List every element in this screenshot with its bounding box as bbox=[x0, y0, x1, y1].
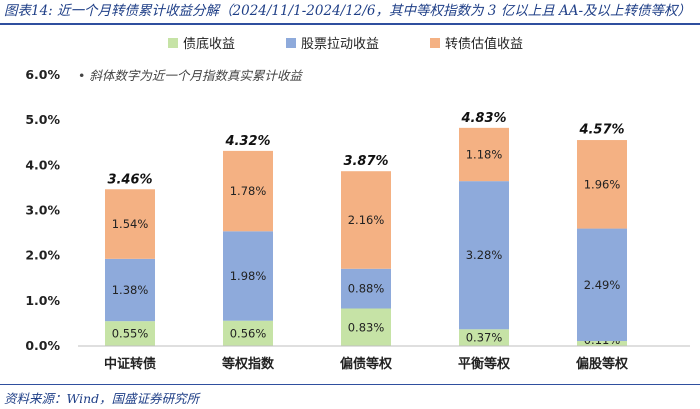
x-tick-label: 平衡等权 bbox=[458, 356, 511, 372]
bar-value-label: 1.96% bbox=[584, 177, 621, 191]
x-tick-label: 中证转债 bbox=[104, 356, 156, 372]
bar-value-label: 1.54% bbox=[112, 217, 149, 231]
y-tick-label: 5.0% bbox=[25, 112, 60, 127]
bar-total-label: 3.87% bbox=[343, 154, 388, 169]
y-tick-label: 2.0% bbox=[25, 248, 60, 263]
bar-segment bbox=[577, 228, 627, 342]
y-tick-label: 6.0% bbox=[25, 67, 60, 82]
bar-value-label: 1.98% bbox=[230, 269, 267, 283]
bar-total-label: 4.32% bbox=[224, 134, 270, 149]
bar-value-label: 3.28% bbox=[466, 248, 503, 262]
bar-value-label: 0.55% bbox=[112, 327, 149, 341]
bar-value-label: 0.88% bbox=[348, 282, 385, 296]
bar-segment bbox=[577, 341, 627, 346]
x-axis: 中证转债 等权指数 偏债等权 平衡等权 偏股等权 bbox=[78, 345, 690, 372]
legend-label: 转债估值收益 bbox=[445, 36, 523, 52]
y-tick-label: 0.0% bbox=[25, 338, 60, 353]
x-tick-label: 偏股等权 bbox=[576, 356, 629, 372]
bar-segment bbox=[459, 329, 509, 346]
bar-segment bbox=[577, 140, 627, 229]
y-tick-label: 3.0% bbox=[25, 203, 60, 218]
title-divider bbox=[0, 23, 700, 25]
bar-segment bbox=[459, 127, 509, 182]
bar-total-label: 4.57% bbox=[578, 123, 624, 138]
y-tick-label: 1.0% bbox=[25, 293, 60, 308]
x-tick-label: 等权指数 bbox=[221, 356, 275, 372]
bar-segment bbox=[341, 308, 391, 346]
bar-value-label: 0.37% bbox=[466, 331, 503, 345]
bar-segment bbox=[459, 181, 509, 330]
bar-value-label: 0.83% bbox=[348, 320, 385, 334]
bar-value-label: 1.38% bbox=[112, 283, 149, 297]
y-tick-label: 4.0% bbox=[25, 157, 60, 172]
bar-total-label: 4.83% bbox=[460, 111, 506, 126]
bar-segment bbox=[341, 171, 391, 269]
x-tick-label: 偏债等权 bbox=[340, 356, 393, 372]
bar-segment bbox=[105, 258, 155, 322]
source-note: 资料来源：Wind，国盛证券研究所 bbox=[4, 391, 200, 406]
bars-group: 0.55% 1.38% 1.54% 3.46% 0.56% 1.98% 1.78% 4.32%… bbox=[105, 111, 627, 347]
bar-value-label: 2.49% bbox=[584, 278, 621, 292]
legend-swatch bbox=[286, 38, 296, 48]
bar-total-label: 3.46% bbox=[107, 173, 152, 188]
source-divider bbox=[0, 384, 700, 385]
chart-legend: 债底收益 股票拉动收益 转债估值收益 bbox=[168, 36, 523, 52]
legend-label: 债底收益 bbox=[183, 36, 235, 52]
y-axis: 0.0% 1.0% 2.0% 3.0% 4.0% 5.0% 6.0% bbox=[25, 67, 60, 353]
bar-value-label: 0.56% bbox=[230, 326, 267, 340]
figure-title: 图表14: 近一个月转债累计收益分解（2024/11/1-2024/12/6，其… bbox=[4, 3, 692, 19]
bar-value-label: 1.78% bbox=[230, 184, 267, 198]
legend-label: 股票拉动收益 bbox=[301, 37, 379, 52]
bar-value-label: 1.18% bbox=[466, 147, 503, 161]
bar-value-label: 2.16% bbox=[348, 213, 385, 227]
chart-note: • 斜体数字为近一个月指数真实累计收益 bbox=[78, 68, 303, 83]
legend-swatch bbox=[430, 38, 440, 48]
bar-segment bbox=[341, 268, 391, 309]
bar-segment bbox=[105, 189, 155, 259]
legend-swatch bbox=[168, 38, 178, 48]
bar-segment bbox=[223, 150, 273, 232]
bar-segment bbox=[223, 231, 273, 321]
bar-segment bbox=[105, 321, 155, 346]
bar-segment bbox=[223, 320, 273, 346]
